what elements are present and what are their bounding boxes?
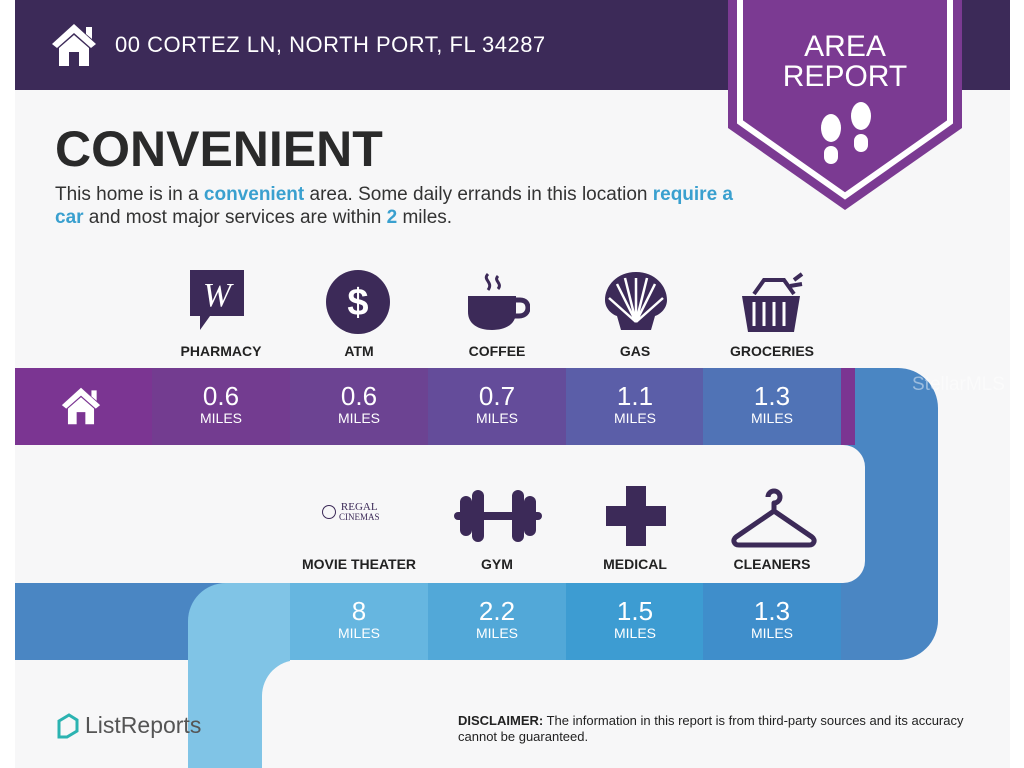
distance-unit: MILES xyxy=(199,410,242,426)
amenity-label: CLEANERS xyxy=(733,556,811,572)
amenity-label: MOVIE THEATER xyxy=(301,556,417,572)
route-gap-bottom xyxy=(262,660,1010,768)
walgreens-icon: W xyxy=(190,270,244,330)
svg-text:$: $ xyxy=(347,282,368,324)
distance-value: 1.5 xyxy=(616,596,654,626)
svg-text:W: W xyxy=(203,277,234,314)
distance-unit: MILES xyxy=(337,625,380,641)
amenity-label: GAS xyxy=(619,343,651,359)
disclaimer: DISCLAIMER: The information in this repo… xyxy=(458,713,998,745)
regal-cinemas-icon: REGAL CINEMAS xyxy=(322,502,380,522)
distance-value: 0.6 xyxy=(202,381,240,411)
distance-unit: MILES xyxy=(750,410,793,426)
distance-unit: MILES xyxy=(475,625,518,641)
dumbbell-icon xyxy=(454,490,542,542)
listreports-logo: ListReports xyxy=(55,712,201,739)
amenity-label: MEDICAL xyxy=(603,556,667,572)
amenity-label: PHARMACY xyxy=(180,343,262,359)
desc-text: This home is in a xyxy=(55,184,204,205)
distance-cell: 1.5 MILES xyxy=(566,583,704,660)
distance-value: 1.1 xyxy=(616,381,654,411)
brand-name: ListReports xyxy=(85,712,202,738)
distance-value: 1.3 xyxy=(753,596,791,626)
listreports-logo-icon xyxy=(57,712,79,738)
distance-cell: 0.6 MILES xyxy=(290,368,428,445)
footprints-icon xyxy=(821,102,871,164)
watermark: StellarMLS xyxy=(912,374,1005,395)
home-icon xyxy=(52,24,96,66)
distance-cell: 1.3 MILES xyxy=(703,583,841,660)
route-gap xyxy=(15,445,865,583)
area-report-badge xyxy=(728,0,962,210)
hanger-icon xyxy=(731,488,817,548)
distance-cell: 8 MILES xyxy=(290,583,428,660)
rating-title: CONVENIENT xyxy=(55,121,383,177)
badge-line2: REPORT xyxy=(782,60,908,93)
distance-value: 0.6 xyxy=(340,381,378,411)
desc-highlight: require a car xyxy=(55,184,733,228)
address: 00 CORTEZ LN, NORTH PORT, FL 34287 xyxy=(115,32,546,57)
disclaimer-label: DISCLAIMER: xyxy=(458,713,544,728)
distance-unit: MILES xyxy=(750,625,793,641)
badge-line1: AREA xyxy=(804,30,886,63)
distance-unit: MILES xyxy=(475,410,518,426)
distance-cell: 1.1 MILES xyxy=(566,368,704,445)
distance-cell: 0.6 MILES xyxy=(152,368,290,445)
distance-unit: MILES xyxy=(337,410,380,426)
desc-highlight: convenient xyxy=(203,184,305,205)
basket-icon xyxy=(742,272,804,332)
desc-highlight: 2 xyxy=(386,207,398,228)
shell-icon xyxy=(605,272,667,330)
distance-unit: MILES xyxy=(613,625,656,641)
disclaimer-text: The information in this report is from t… xyxy=(458,713,964,744)
amenity-label: ATM xyxy=(344,343,374,359)
amenity-label: COFFEE xyxy=(468,343,526,359)
desc-text: area. Some daily errands in this locatio… xyxy=(304,184,653,205)
distance-cell: 1.3 MILES xyxy=(703,368,841,445)
distance-cell: 2.2 MILES xyxy=(428,583,566,660)
distance-value: 1.3 xyxy=(753,381,791,411)
desc-text: and most major services are within xyxy=(83,207,387,228)
home-icon xyxy=(61,387,101,425)
rating-description: This home is in a convenient area. Some … xyxy=(55,183,755,229)
distance-cell: 0.7 MILES xyxy=(428,368,566,445)
amenity-label: GROCERIES xyxy=(729,343,814,359)
distance-value: 8 xyxy=(351,596,367,626)
dollar-icon: $ xyxy=(326,270,390,334)
amenity-label: GYM xyxy=(481,556,513,572)
distance-unit: MILES xyxy=(613,410,656,426)
coffee-cup-icon xyxy=(468,272,530,330)
distance-value: 0.7 xyxy=(478,381,516,411)
distance-value: 2.2 xyxy=(478,596,516,626)
desc-text: miles. xyxy=(397,207,453,228)
medical-cross-icon xyxy=(606,486,666,546)
